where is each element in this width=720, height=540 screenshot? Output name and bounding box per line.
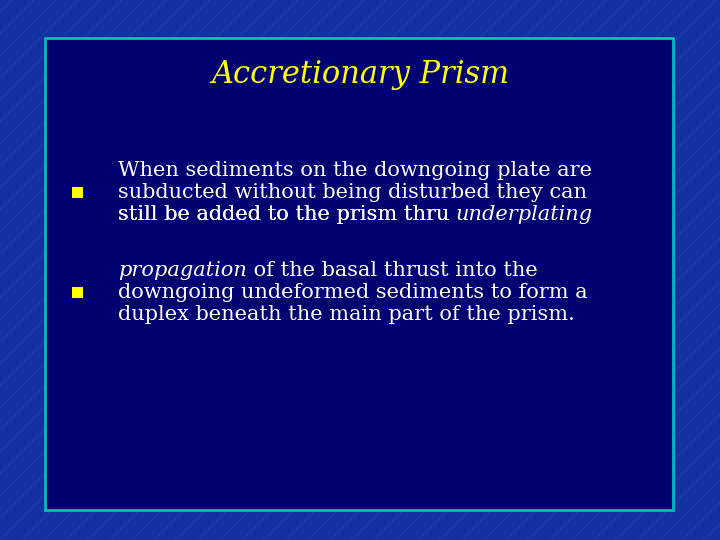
Text: subducted without being disturbed they can: subducted without being disturbed they c… xyxy=(118,183,587,201)
Text: duplex beneath the main part of the prism.: duplex beneath the main part of the pris… xyxy=(118,305,575,323)
Text: downgoing undeformed sediments to form a: downgoing undeformed sediments to form a xyxy=(118,282,588,301)
Text: underplating: underplating xyxy=(456,205,593,224)
Text: propagation: propagation xyxy=(118,260,247,280)
Text: When sediments on the downgoing plate are: When sediments on the downgoing plate ar… xyxy=(118,160,592,179)
Text: still be added to the prism thru: still be added to the prism thru xyxy=(118,205,456,224)
Text: Accretionary Prism: Accretionary Prism xyxy=(211,59,509,91)
Bar xyxy=(72,287,83,298)
Text: still be added to the prism thru: still be added to the prism thru xyxy=(118,205,456,224)
Bar xyxy=(72,187,83,198)
Text: of the basal thrust into the: of the basal thrust into the xyxy=(247,260,538,280)
Bar xyxy=(45,38,673,510)
